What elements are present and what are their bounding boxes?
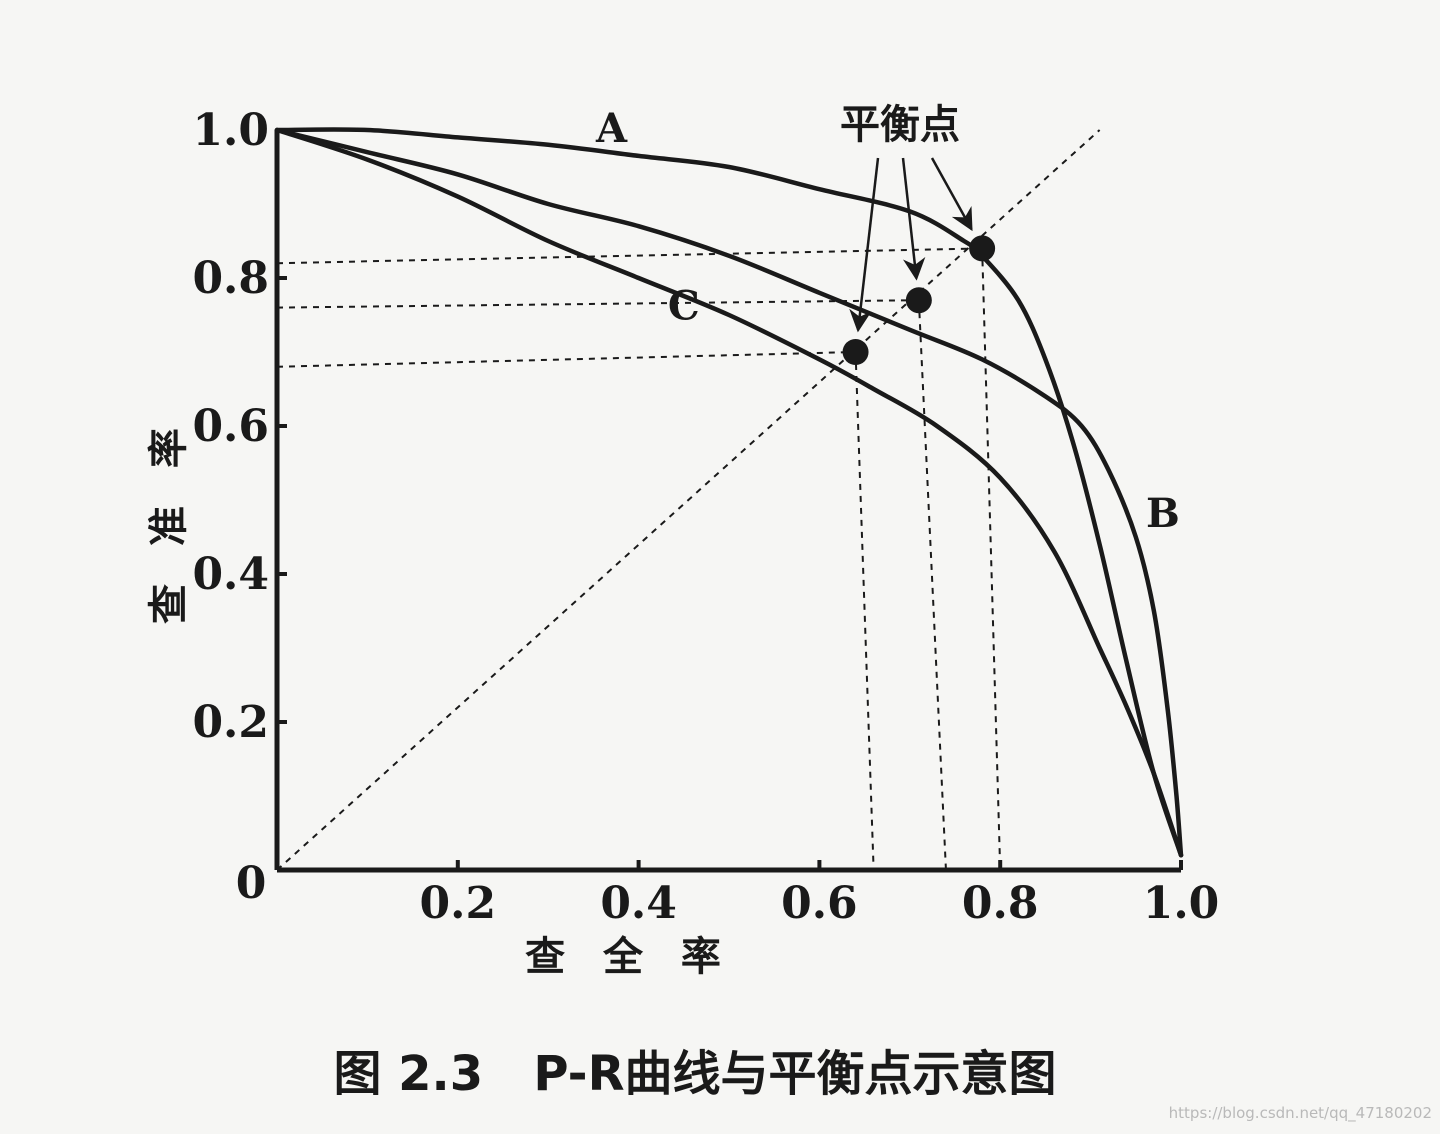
annotation-arrow-c <box>849 157 880 333</box>
curves <box>274 127 1184 858</box>
vertical-guide <box>854 351 875 871</box>
origin-label: 0 <box>236 858 267 909</box>
annotation-arrow-b <box>901 157 926 281</box>
diagonal-line <box>276 129 1101 871</box>
horizontal-guide <box>276 351 856 368</box>
horizontal-guide <box>276 299 919 309</box>
break-even-point-a <box>969 235 996 262</box>
x-tick-label: 1.0 <box>1143 878 1220 929</box>
y-tick-label: 0.6 <box>192 401 269 452</box>
curve-label-b: B <box>1146 490 1180 537</box>
x-tick-label: 0.2 <box>420 878 497 929</box>
y-tick-label: 0.2 <box>192 697 269 748</box>
curve-a <box>274 127 1184 858</box>
vertical-guide <box>981 248 1002 871</box>
x-tick-label: 0.8 <box>962 878 1039 929</box>
curve-c <box>274 127 1184 858</box>
y-axis-title: 查 准 率 <box>146 416 192 624</box>
annotation-arrows <box>849 157 973 333</box>
x-tick-label: 0.6 <box>781 878 858 929</box>
curve-b <box>274 127 1184 858</box>
break-even-annotation: 平衡点 <box>840 102 960 148</box>
guide-lines <box>276 129 1101 871</box>
y-tick-label: 1.0 <box>192 105 269 156</box>
x-tick-label: 0.4 <box>600 878 677 929</box>
tick-labels: 0.2 0.4 0.6 0.8 1.0 0.2 0.4 0.6 0.8 1.0 <box>192 105 1219 929</box>
curve-label-a: A <box>595 105 628 152</box>
x-axis-title: 查 全 率 <box>525 934 733 980</box>
break-even-point-c <box>842 339 869 365</box>
axes <box>274 130 1181 873</box>
figure-caption: 图 2.3 P-R曲线与平衡点示意图 <box>333 1046 1056 1102</box>
break-even-point-b <box>905 287 932 314</box>
y-tick-label: 0.4 <box>192 549 269 600</box>
curve-label-c: C <box>668 283 700 330</box>
horizontal-guide <box>276 247 983 265</box>
y-tick-label: 0.8 <box>192 253 269 304</box>
annotation-arrow-a <box>930 157 973 232</box>
watermark: https://blog.csdn.net/qq_47180202 <box>1169 1104 1432 1123</box>
break-even-points <box>842 235 996 365</box>
vertical-guide <box>917 300 947 871</box>
